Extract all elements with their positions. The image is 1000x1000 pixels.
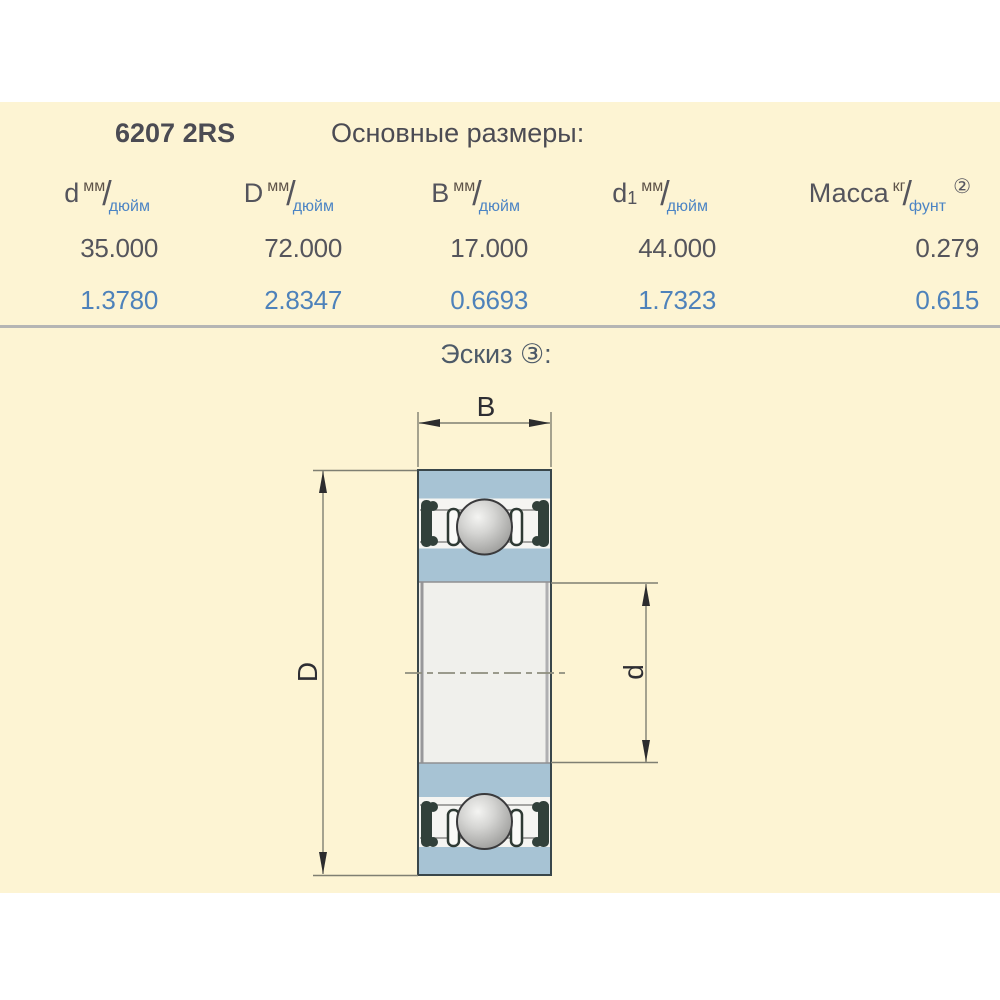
dim-label-D: D — [292, 662, 323, 682]
value-inch: 0.615 — [915, 284, 979, 315]
column-header-масса: Масса кг/фунт② — [808, 175, 971, 215]
bearing-sketch: B D d — [292, 391, 658, 877]
arrow-right-icon — [529, 419, 550, 427]
dimension-d — [551, 582, 658, 764]
value-inch: 0.6693 — [450, 284, 528, 315]
section-title: Основные размеры: — [331, 118, 585, 148]
column-header-d1: d1мм/дюйм — [612, 174, 708, 215]
arrow-up-icon — [642, 584, 650, 606]
value-mm: 0.279 — [915, 232, 979, 263]
divider — [0, 325, 1000, 328]
dim-label-b: B — [477, 391, 496, 422]
value-mm: 17.000 — [450, 232, 528, 263]
arrow-down-icon — [642, 740, 650, 762]
seal-right-bottom — [532, 801, 549, 847]
column-header-d: d мм/дюйм — [64, 174, 150, 215]
value-mm: 35.000 — [80, 232, 158, 263]
value-mm: 44.000 — [638, 232, 716, 263]
arrow-down-icon — [319, 852, 327, 874]
seal-left-bottom — [421, 801, 438, 847]
value-mm: 72.000 — [264, 232, 342, 263]
sketch-label: Эскиз ③: — [440, 339, 552, 369]
dimension-b — [417, 412, 552, 467]
arrow-left-icon — [419, 419, 440, 427]
ball-bottom — [456, 793, 513, 850]
value-inch: 1.7323 — [638, 284, 716, 315]
dim-label-d: d — [618, 664, 649, 680]
part-number: 6207 2RS — [115, 118, 236, 148]
cage-right-bottom — [509, 808, 524, 848]
value-inch: 1.3780 — [80, 284, 158, 315]
dimension-D — [313, 469, 418, 877]
ball-top — [456, 498, 513, 556]
value-inch: 2.8347 — [264, 284, 342, 315]
arrow-up-icon — [319, 471, 327, 493]
seal-right-top — [532, 500, 549, 547]
seal-left-top — [421, 500, 438, 547]
